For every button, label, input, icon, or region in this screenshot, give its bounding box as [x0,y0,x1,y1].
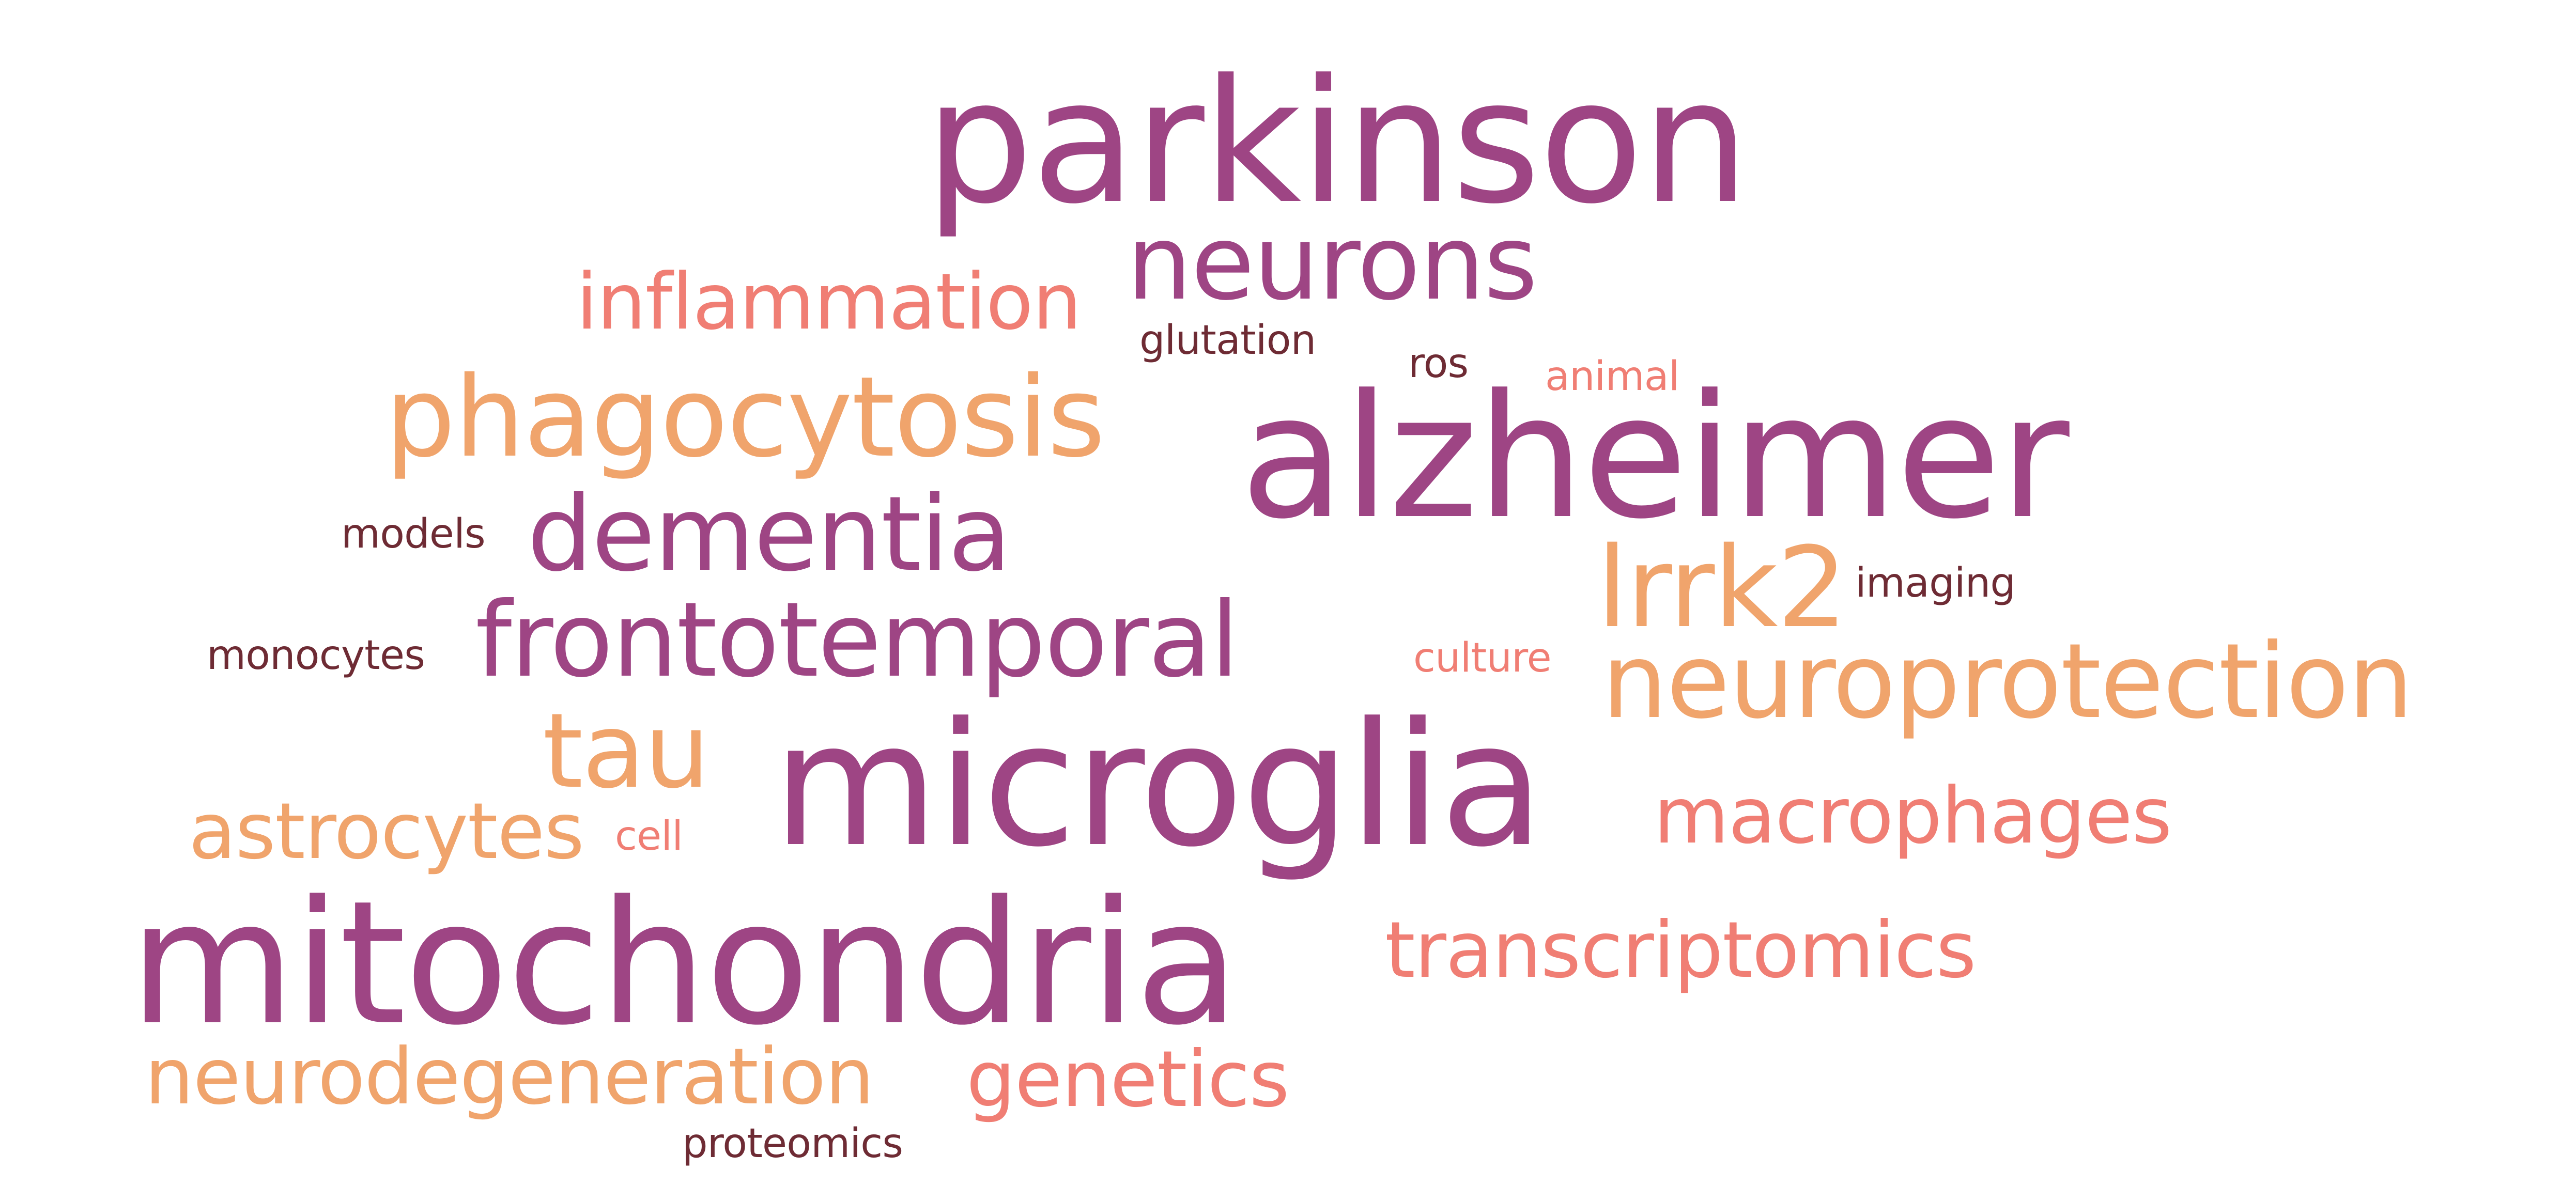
word-genetics: genetics [966,1035,1289,1125]
word-alzheimer: alzheimer [1240,358,2070,556]
word-inflammation: inflammation [576,257,1082,347]
word-animal: animal [1545,353,1679,400]
word-dementia: dementia [527,474,1011,595]
word-parkinson: parkinson [925,43,1750,241]
word-imaging: imaging [1855,560,2016,606]
word-neuroprotection: neuroprotection [1602,621,2413,742]
word-monocytes: monocytes [207,632,425,679]
word-models: models [341,511,486,557]
word-astrocytes: astrocytes [189,787,584,877]
word-ros: ros [1408,340,1469,387]
word-neurodegeneration: neurodegeneration [145,1032,874,1122]
word-tau: tau [543,691,710,812]
word-phagocytosis: phagocytosis [385,352,1105,482]
word-proteomics: proteomics [682,1120,903,1167]
word-glutation: glutation [1139,317,1316,364]
word-mitochondria: mitochondria [129,864,1240,1063]
word-microglia: microglia [773,686,1545,884]
word-transcriptomics: transcriptomics [1385,906,1977,995]
word-lrrk2: lrrk2 [1597,523,1847,652]
word-culture: culture [1413,635,1552,681]
word-frontotemporal: frontotemporal [475,580,1239,700]
word-macrophages: macrophages [1654,771,2172,861]
word-neurons: neurons [1127,203,1538,323]
word-cell: cell [615,813,683,860]
